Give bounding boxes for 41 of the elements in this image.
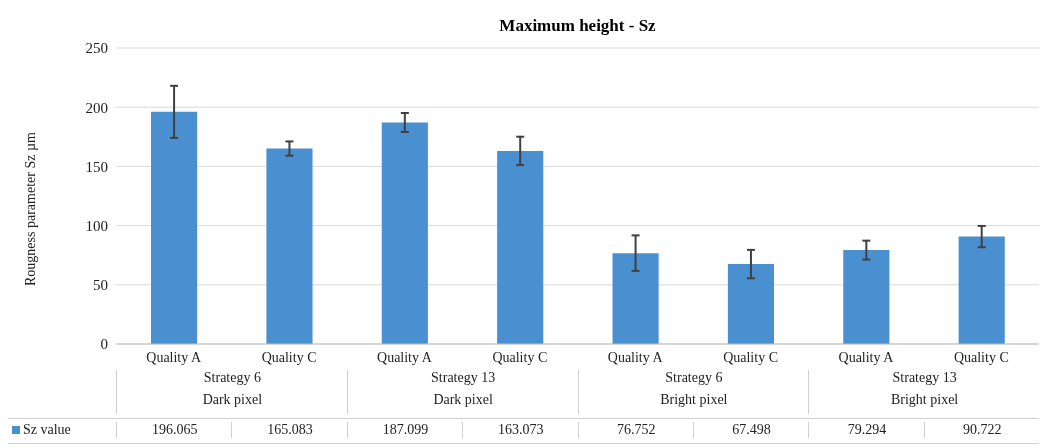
data-label: 76.752 [577,422,694,438]
data-label: 163.073 [462,422,579,438]
x-tick-label: Quality A [377,349,433,365]
data-label: 67.498 [692,422,810,438]
x-tick-label: Quality C [261,349,317,365]
x-tick-label: Quality C [723,349,778,365]
text: Bright pixel [577,392,810,414]
y-tick-label: 0 [100,336,108,353]
x-tick-label: Quality A [838,349,895,365]
text: Strategy 6 [116,370,348,392]
data-label: 79.294 [808,422,925,438]
legend-label: Sz value [22,422,72,438]
text: Strategy 13 [346,370,579,392]
y-tick-label: 250 [85,40,108,57]
x-tick-label: Quality C [953,349,1009,365]
bar [958,236,1005,344]
chart-title: Maximum height - Sz [498,16,657,36]
bar [727,264,775,344]
y-tick-label: 200 [85,99,108,116]
data-label: 187.099 [346,422,464,438]
data-label: 90.722 [923,422,1040,438]
data-label: 165.083 [231,422,348,438]
y-tick-label: 150 [85,158,108,175]
x-tick-label: Quality C [492,349,548,365]
bar [612,253,659,344]
text: Bright pixel [808,392,1040,414]
bar [497,150,544,344]
y-tick-label: 50 [93,277,108,294]
bar [266,148,313,344]
text: Strategy 13 [808,370,1040,392]
y-tick-label: 100 [85,217,108,234]
text: Dark pixel [116,392,348,414]
bar [843,250,890,344]
bar [381,122,428,344]
text: Dark pixel [346,392,579,414]
y-axis-title: Rougness parameter Sz µm [22,132,38,286]
bar [151,111,198,344]
x-tick-label: Quality A [146,349,202,365]
x-tick-label: Quality A [607,349,664,365]
text: Strategy 6 [577,370,810,392]
data-label: 196.065 [116,422,233,438]
